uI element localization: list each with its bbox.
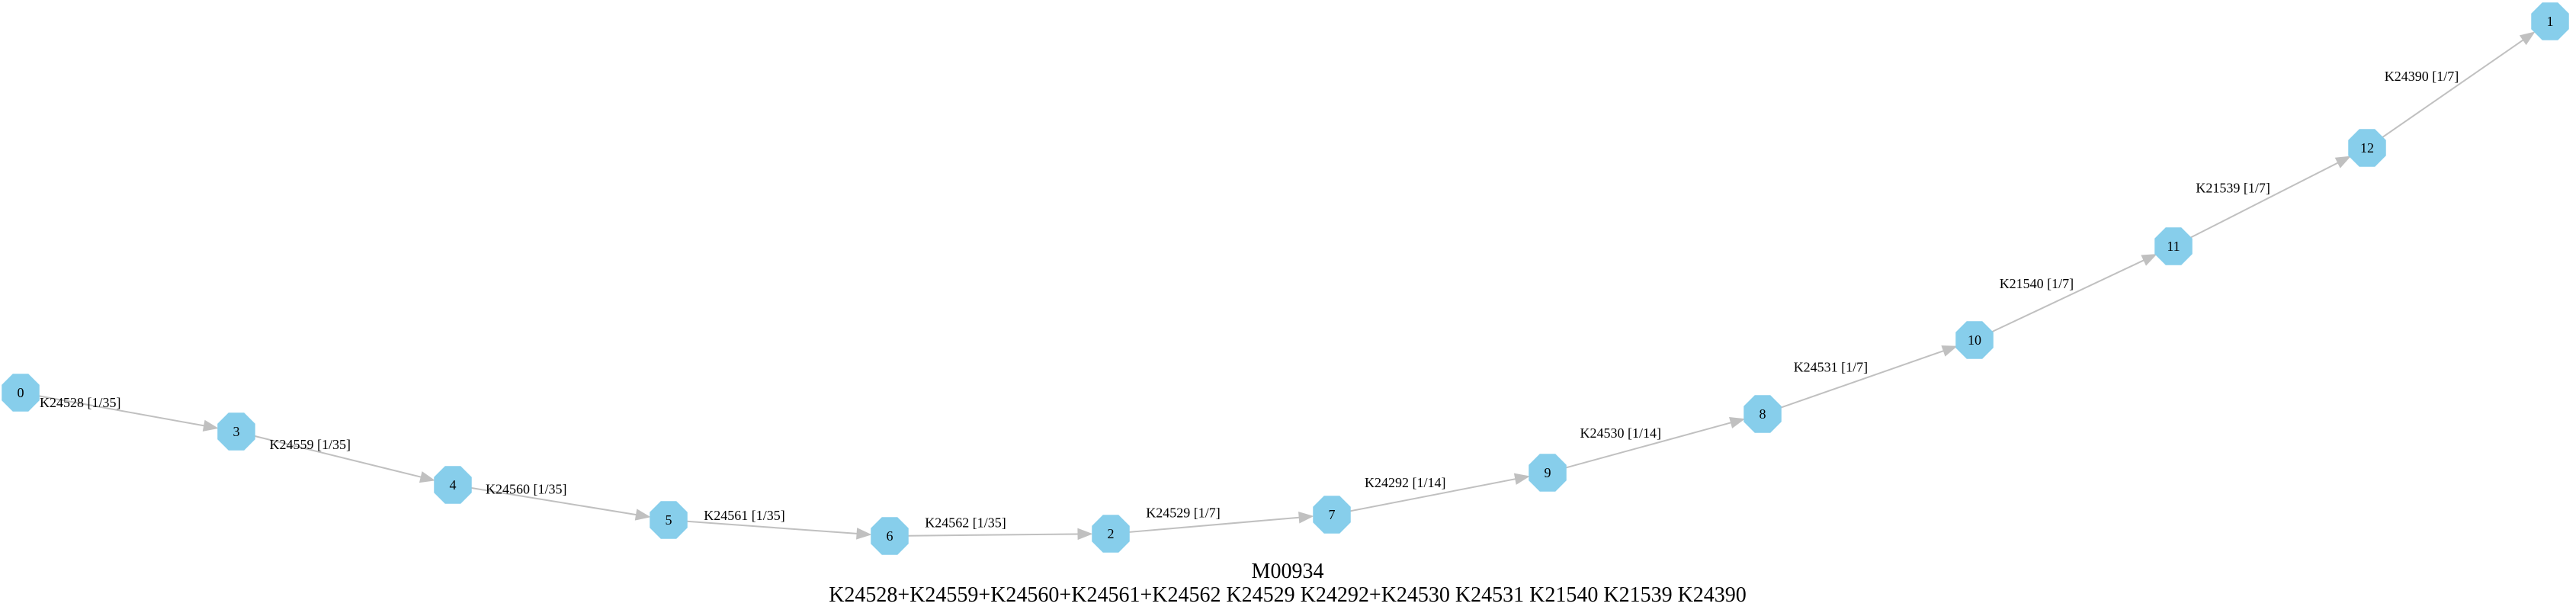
node-octagon: [871, 517, 909, 555]
node-11: 11: [2154, 227, 2193, 265]
edge-label: K24529 [1/7]: [1146, 505, 1221, 520]
node-label: 2: [1108, 526, 1115, 541]
node-octagon: [1744, 395, 1782, 433]
edge-line: [1564, 422, 1731, 469]
node-octagon: [217, 412, 255, 451]
edge-line: [1779, 350, 1944, 409]
node-octagon: [2348, 129, 2386, 167]
edge-label: K24531 [1/7]: [1794, 359, 1869, 374]
edge-label: K24559 [1/35]: [270, 437, 351, 452]
edge-0-3: K24528 [1/35]: [38, 395, 219, 432]
node-6: 6: [871, 517, 909, 555]
node-10: 10: [1955, 321, 1994, 359]
edge-arrowhead: [202, 419, 219, 432]
node-octagon: [1529, 454, 1567, 492]
node-label: 4: [450, 477, 457, 493]
node-octagon: [1313, 496, 1351, 534]
node-7: 7: [1313, 496, 1351, 534]
nodes-layer: 0 3 4 5 6 2 7 9 8 10 11 12 1: [2, 2, 2569, 555]
edge-10-11: K21540 [1/7]: [1991, 254, 2157, 333]
edge-7-9: K24292 [1/14]: [1349, 473, 1530, 512]
edge-line: [254, 435, 422, 478]
node-octagon: [1092, 515, 1130, 553]
node-label: 1: [2547, 14, 2554, 29]
node-octagon: [650, 501, 688, 539]
edge-11-12: K21539 [1/7]: [2189, 156, 2351, 239]
edge-label: K24292 [1/14]: [1365, 475, 1446, 490]
edge-line: [907, 533, 1079, 537]
edge-label: K21540 [1/7]: [2000, 276, 2074, 291]
edge-9-8: K24530 [1/14]: [1564, 417, 1746, 469]
diagram-caption-definition: K24528+K24559+K24560+K24561+K24562 K2452…: [829, 583, 1747, 607]
node-2: 2: [1092, 515, 1130, 553]
node-3: 3: [217, 412, 255, 451]
node-label: 12: [2360, 140, 2374, 156]
edge-line: [470, 486, 637, 516]
node-label: 5: [666, 512, 672, 528]
edge-line: [1991, 259, 2145, 333]
node-4: 4: [434, 466, 472, 504]
edges-layer: K24528 [1/35] K24559 [1/35] K24560 [1/35] K…: [38, 31, 2536, 541]
edge-arrowhead: [1513, 473, 1530, 485]
edge-3-4: K24559 [1/35]: [254, 435, 436, 483]
node-label: 10: [1968, 332, 1981, 348]
edge-arrowhead: [1077, 528, 1093, 541]
node-octagon: [434, 466, 472, 504]
node-1: 1: [2531, 2, 2569, 40]
edge-2-7: K24529 [1/7]: [1128, 505, 1314, 533]
node-octagon: [1955, 321, 1994, 359]
edge-line: [1128, 516, 1300, 533]
edge-label: K24528 [1/35]: [40, 395, 121, 410]
edge-label: K24390 [1/7]: [2385, 69, 2459, 84]
node-5: 5: [650, 501, 688, 539]
node-9: 9: [1529, 454, 1567, 492]
edge-arrowhead: [1941, 345, 1958, 357]
node-label: 0: [18, 385, 24, 400]
edge-arrowhead: [856, 528, 872, 540]
node-octagon: [2154, 227, 2193, 265]
node-0: 0: [2, 374, 40, 412]
edge-arrowhead: [1729, 417, 1746, 428]
diagram-caption-title: M00934: [1252, 560, 1324, 583]
edge-arrowhead: [634, 509, 651, 521]
edge-line: [38, 395, 204, 427]
node-12: 12: [2348, 129, 2386, 167]
edge-4-5: K24560 [1/35]: [470, 482, 651, 521]
edge-6-2: K24562 [1/35]: [907, 515, 1093, 541]
node-label: 3: [233, 424, 240, 439]
edge-line: [686, 520, 858, 534]
edge-arrowhead: [1298, 512, 1314, 524]
edge-line: [2189, 162, 2339, 239]
edge-8-10: K24531 [1/7]: [1779, 345, 1958, 409]
edge-arrowhead: [2519, 31, 2536, 46]
node-label: 7: [1329, 507, 1336, 522]
edge-label: K24530 [1/14]: [1580, 425, 1662, 441]
edge-arrowhead: [2141, 254, 2157, 266]
edge-line: [1349, 478, 1516, 512]
edge-12-1: K24390 [1/7]: [2382, 31, 2536, 139]
edge-arrowhead: [419, 471, 436, 483]
node-label: 6: [887, 528, 893, 544]
edge-5-6: K24561 [1/35]: [686, 508, 872, 540]
node-label: 9: [1545, 465, 1551, 480]
edge-label: K24560 [1/35]: [486, 482, 567, 497]
node-octagon: [2531, 2, 2569, 40]
node-8: 8: [1744, 395, 1782, 433]
edge-label: K21539 [1/7]: [2196, 180, 2270, 195]
node-label: 11: [2167, 239, 2180, 254]
edge-label: K24562 [1/35]: [925, 515, 1006, 531]
edge-label: K24561 [1/35]: [704, 508, 785, 523]
node-label: 8: [1760, 406, 1766, 422]
edge-line: [2382, 39, 2524, 139]
edge-arrowhead: [2334, 156, 2351, 168]
node-octagon: [2, 374, 40, 412]
